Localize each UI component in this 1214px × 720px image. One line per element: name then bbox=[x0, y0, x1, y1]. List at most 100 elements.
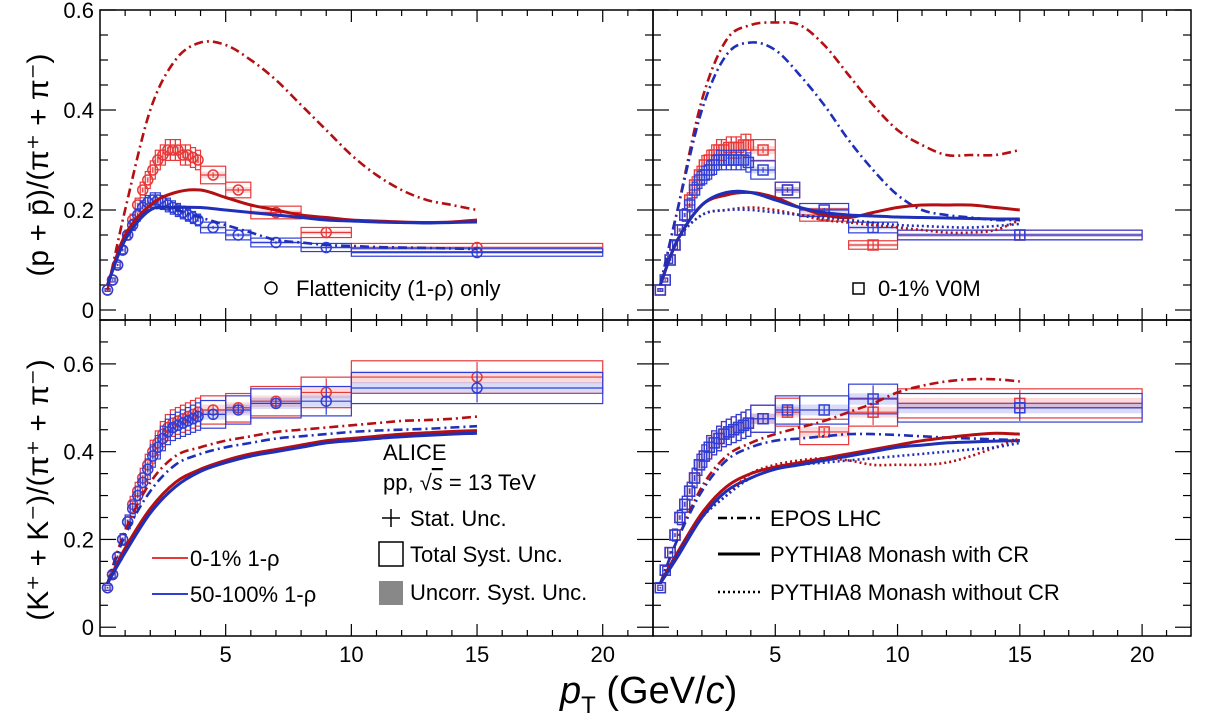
model-curve bbox=[658, 189, 1020, 286]
y-tick-label: 0.2 bbox=[63, 527, 94, 552]
model-curve bbox=[106, 431, 478, 585]
data-point bbox=[152, 441, 164, 454]
y-axis-title-bottom: (K⁺ + K⁻)/(π⁺ + π⁻) bbox=[22, 359, 55, 620]
syst-box bbox=[194, 149, 202, 171]
x-tick-label: 10 bbox=[339, 642, 363, 667]
legend-uncorr-syst-text: Uncorr. Syst. Unc. bbox=[410, 580, 587, 605]
model-curve bbox=[658, 190, 1020, 286]
legend-total-syst-text: Total Syst. Unc. bbox=[410, 542, 563, 567]
syst-box bbox=[671, 528, 679, 542]
syst-box bbox=[194, 213, 202, 227]
y-tick-label: 0 bbox=[82, 298, 94, 323]
x-tick-label: 5 bbox=[769, 642, 781, 667]
y-tick-label: 0.6 bbox=[63, 0, 94, 23]
model-curve bbox=[106, 424, 478, 584]
legend-stat-text: Stat. Unc. bbox=[410, 506, 507, 531]
x-tick-label: 5 bbox=[220, 642, 232, 667]
x-tick-label: 20 bbox=[1130, 642, 1154, 667]
y-axis-title-top: (p + p̄)/(π⁺ + π⁻) bbox=[22, 53, 55, 276]
model-curve bbox=[659, 208, 1020, 286]
data-point bbox=[471, 246, 483, 259]
data-point bbox=[1014, 402, 1026, 414]
data-point bbox=[688, 472, 701, 484]
data-point bbox=[674, 511, 686, 524]
data-point bbox=[683, 485, 696, 497]
data-point bbox=[742, 156, 755, 169]
syst-box bbox=[144, 458, 151, 481]
system-s: s bbox=[432, 470, 443, 495]
model-curve bbox=[106, 205, 478, 286]
data-point bbox=[142, 174, 154, 186]
x-tick-label: 15 bbox=[1008, 642, 1032, 667]
panel-plot-area-top-left bbox=[101, 40, 604, 296]
data-point bbox=[742, 417, 755, 429]
data-point bbox=[232, 404, 244, 416]
model-curve bbox=[658, 431, 1020, 585]
legend-epos: EPOS LHC bbox=[718, 506, 881, 531]
data-point bbox=[270, 397, 282, 410]
data-point bbox=[867, 393, 879, 405]
panel-plot-area-bottom-right bbox=[654, 377, 1143, 594]
data-point bbox=[232, 229, 244, 241]
legend-red-class-text: 0-1% 1-ρ bbox=[190, 546, 280, 571]
data-point bbox=[232, 184, 244, 196]
data-point bbox=[818, 404, 830, 416]
syst-box bbox=[676, 509, 683, 526]
syst-box bbox=[657, 288, 664, 292]
panel-bottom-left: 5 10 15 20 0 0.2 0.4 0.6 bbox=[63, 319, 653, 667]
model-curve bbox=[659, 432, 1020, 584]
panel-plot-area-top-right bbox=[654, 21, 1143, 296]
legend-total-syst: Total Syst. Unc. bbox=[378, 541, 563, 567]
system-label: pp, √s = 13 TeV bbox=[383, 470, 536, 495]
panel-top-left: 0 0.2 0.4 0.6 bbox=[63, 0, 653, 323]
syst-box bbox=[104, 584, 111, 591]
data-point bbox=[136, 476, 149, 489]
data-point bbox=[320, 241, 332, 254]
data-point bbox=[116, 533, 129, 546]
data-point bbox=[683, 199, 696, 211]
panel-label-right: 0-1% V0M bbox=[852, 276, 981, 301]
syst-box bbox=[139, 472, 146, 493]
panel-plot-area-bottom-left bbox=[101, 360, 604, 594]
legend-pythia-nocr: PYTHIA8 Monash without CR bbox=[718, 580, 1060, 605]
data-point bbox=[136, 184, 149, 196]
x-tick-label: 20 bbox=[590, 642, 614, 667]
data-point bbox=[131, 489, 144, 502]
x-axis-title-sub: T bbox=[581, 692, 596, 719]
x-axis-title-c: c bbox=[706, 670, 725, 712]
data-point bbox=[757, 144, 769, 156]
x-tick-label: 10 bbox=[885, 642, 909, 667]
data-point bbox=[781, 184, 794, 196]
data-point bbox=[192, 214, 204, 226]
model-curve bbox=[106, 40, 478, 291]
panel-label-right-marker bbox=[852, 282, 865, 295]
data-point bbox=[679, 498, 691, 511]
syst-box bbox=[671, 240, 679, 250]
panel-label-left-marker bbox=[264, 281, 278, 295]
data-point bbox=[742, 139, 755, 151]
panel-bottom-right: 5 10 15 20 bbox=[653, 319, 1191, 667]
syst-box bbox=[686, 197, 693, 213]
model-curve bbox=[659, 437, 1021, 584]
data-point bbox=[471, 382, 483, 394]
data-point bbox=[1014, 229, 1026, 241]
panel-label-left-text: Flattenicity (1-ρ) only bbox=[296, 276, 500, 301]
legend-pythia-nocr-text: PYTHIA8 Monash without CR bbox=[770, 580, 1060, 605]
data-point bbox=[757, 413, 769, 425]
y-tick-label: 0.4 bbox=[63, 98, 94, 123]
data-point bbox=[781, 404, 794, 416]
legend-blue-class: 50-100% 1-ρ bbox=[152, 582, 316, 607]
data-point bbox=[320, 226, 332, 239]
legend-stat: Stat. Unc. bbox=[382, 506, 507, 531]
data-point bbox=[207, 169, 219, 181]
legend-pythia-cr-text: PYTHIA8 Monash with CR bbox=[770, 542, 1029, 567]
legend-blue-class-text: 50-100% 1-ρ bbox=[190, 582, 316, 607]
data-point bbox=[867, 239, 879, 251]
data-point bbox=[270, 236, 282, 249]
x-tick-label: 15 bbox=[465, 642, 489, 667]
model-curve bbox=[659, 21, 1021, 286]
y-tick-label: 0.6 bbox=[63, 352, 94, 377]
legend-total-syst-marker bbox=[378, 541, 404, 567]
data-point bbox=[142, 463, 154, 475]
